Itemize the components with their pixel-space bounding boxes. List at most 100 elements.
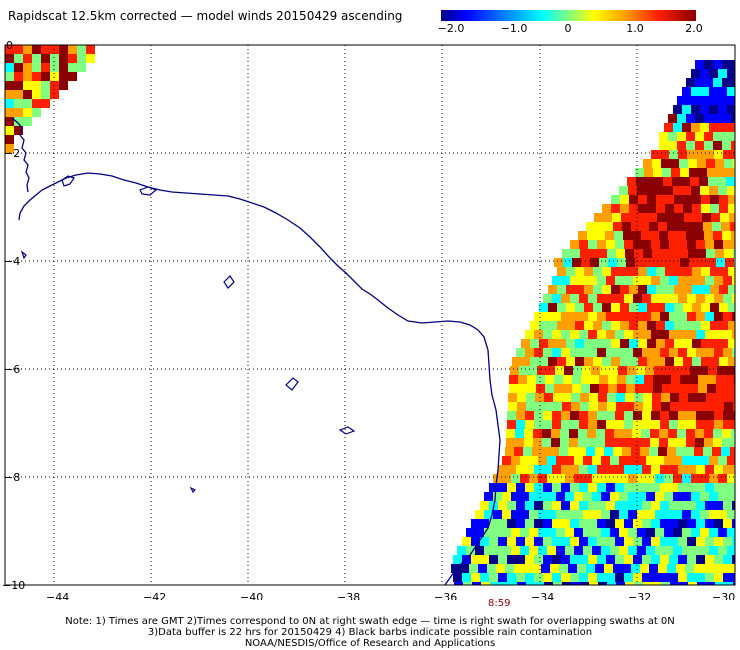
swath-cell <box>727 69 735 78</box>
swath-cell <box>683 303 692 312</box>
swath-cell <box>525 483 534 492</box>
swath-cell <box>466 528 475 537</box>
swath-cell <box>619 546 628 555</box>
swath-cell <box>678 573 687 582</box>
swath-cell <box>667 564 676 573</box>
swath-cell <box>686 132 695 141</box>
swath-cell <box>642 348 651 357</box>
swath-cell <box>732 150 735 159</box>
swath-cell <box>644 384 653 393</box>
swath-cell <box>704 429 713 438</box>
swath-cell <box>579 330 588 339</box>
swath-cell <box>588 519 597 528</box>
swath-cell <box>617 384 626 393</box>
swath-cell <box>454 582 463 585</box>
swath-cell <box>612 213 621 222</box>
swath-cell <box>579 348 588 357</box>
swath-cell <box>548 285 557 294</box>
swath-cell <box>649 222 658 231</box>
swath-cell <box>570 537 579 546</box>
swath-cell <box>554 384 563 393</box>
swath-cell <box>646 510 655 519</box>
swath-cell <box>673 105 682 114</box>
swath-cell <box>619 492 628 501</box>
swath-cell <box>714 312 723 321</box>
swath-cell <box>665 303 674 312</box>
swath-cell <box>579 573 588 582</box>
footnote-line: Note: 1) Times are GMT 2)Times correspon… <box>65 616 675 627</box>
swath-cell <box>579 276 588 285</box>
swath-cell <box>701 321 710 330</box>
swath-cell <box>557 357 566 366</box>
swath-cell <box>722 141 731 150</box>
swath-cell <box>539 303 548 312</box>
swath-cell <box>641 231 650 240</box>
swath-cell <box>5 108 14 117</box>
swath-cell <box>511 474 520 483</box>
swath-cell <box>548 303 557 312</box>
swath-cell <box>727 87 735 96</box>
swath-cell <box>636 177 645 186</box>
x-tick-label: −34 <box>531 591 554 600</box>
swath-cell <box>635 258 644 267</box>
swath-cell <box>695 429 704 438</box>
swath-cell <box>731 132 735 141</box>
swath-cell <box>651 483 660 492</box>
swath-cell <box>568 447 577 456</box>
swath-cell <box>489 537 498 546</box>
swath-cell <box>516 555 525 564</box>
swath-cell <box>611 204 620 213</box>
swath-cell <box>719 339 728 348</box>
swath-cell <box>68 63 77 72</box>
swath-cell <box>678 465 687 474</box>
swath-cell <box>557 303 566 312</box>
swath-cell <box>714 348 723 357</box>
swath-cell <box>642 294 651 303</box>
swath-cell <box>679 159 688 168</box>
swath-cell <box>641 429 650 438</box>
swath-cell <box>552 348 561 357</box>
swath-cell <box>638 321 647 330</box>
swath-cell <box>724 159 733 168</box>
swath-cell <box>480 555 489 564</box>
swath-cell <box>59 72 68 81</box>
swath-cell <box>677 231 686 240</box>
swath-cell <box>5 72 14 81</box>
swath-cell <box>707 384 716 393</box>
graticule <box>5 45 735 585</box>
swath-cell <box>698 384 707 393</box>
swath-cell <box>687 330 696 339</box>
swath-cell <box>674 339 683 348</box>
swath-cell <box>727 105 735 114</box>
swath-cell <box>499 582 508 585</box>
swath-cell <box>660 501 669 510</box>
swath-cell <box>615 348 624 357</box>
swath-cell <box>709 123 718 132</box>
swath-cell <box>545 384 554 393</box>
swath-cell <box>727 528 735 537</box>
swath-cell <box>602 339 611 348</box>
swath-cell <box>632 438 641 447</box>
swath-cell <box>489 573 498 582</box>
swath-cell <box>521 357 530 366</box>
swath-cell <box>543 501 552 510</box>
swath-cell <box>611 285 620 294</box>
swath-cell <box>543 465 552 474</box>
swath-cell <box>574 456 583 465</box>
swath-cell <box>732 501 735 510</box>
swath-cell <box>723 294 732 303</box>
swath-cell <box>584 285 593 294</box>
swath-cell <box>579 519 588 528</box>
swath-cell <box>674 195 683 204</box>
swath-cell <box>682 492 691 501</box>
swath-cell <box>606 465 615 474</box>
swath-cell <box>489 519 498 528</box>
swath-cell <box>714 519 723 528</box>
swath-cell <box>517 402 526 411</box>
swath-cell <box>462 555 471 564</box>
swath-cell <box>575 285 584 294</box>
swath-cell <box>728 285 735 294</box>
swath-cell <box>534 465 543 474</box>
island-outline <box>285 377 299 391</box>
swath-cell <box>683 285 692 294</box>
